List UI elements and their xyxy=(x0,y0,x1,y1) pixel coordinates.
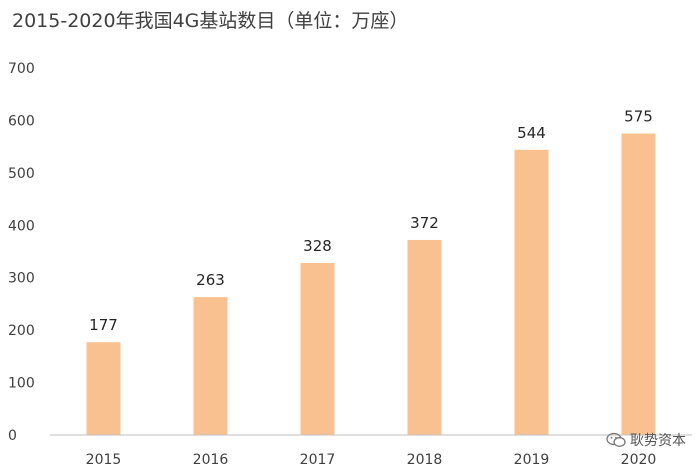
wechat-icon xyxy=(606,432,626,447)
bar-value-label: 328 xyxy=(303,237,332,255)
x-tick-label: 2019 xyxy=(514,452,550,468)
bar xyxy=(514,149,549,435)
bar-value-label: 575 xyxy=(624,108,653,126)
x-axis-ticks: 2015 2016 2017 2018 2019 2020 xyxy=(86,452,657,468)
bar xyxy=(621,133,656,436)
bar xyxy=(407,239,442,435)
data-labels: 177 263 328 372 544 575 xyxy=(89,108,653,335)
chart-title: 2015-2020年我国4G基站数目（单位：万座） xyxy=(12,10,409,32)
x-tick-label: 2020 xyxy=(621,452,657,468)
bar xyxy=(86,342,121,435)
x-tick-label: 2015 xyxy=(86,452,122,468)
y-tick-label: 0 xyxy=(8,428,17,444)
y-tick-label: 200 xyxy=(8,323,35,339)
watermark-text: 耿势资本 xyxy=(630,433,686,449)
y-tick-label: 100 xyxy=(8,376,35,392)
bar-value-label: 177 xyxy=(89,316,118,334)
y-tick-label: 300 xyxy=(8,271,35,287)
bars xyxy=(86,133,656,436)
watermark: 耿势资本 xyxy=(606,430,686,450)
bar xyxy=(193,297,228,435)
x-tick-label: 2018 xyxy=(407,452,443,468)
x-tick-label: 2017 xyxy=(300,452,336,468)
x-tick-label: 2016 xyxy=(193,452,229,468)
y-tick-label: 700 xyxy=(8,61,35,77)
bar-value-label: 372 xyxy=(410,214,439,232)
y-tick-label: 600 xyxy=(8,113,35,129)
bar-value-label: 544 xyxy=(517,124,546,142)
bar xyxy=(300,263,335,435)
y-tick-label: 400 xyxy=(8,218,35,234)
y-tick-label: 500 xyxy=(8,166,35,182)
y-axis-ticks: 0 100 200 300 400 500 600 700 xyxy=(8,61,35,444)
bar-value-label: 263 xyxy=(196,271,225,289)
